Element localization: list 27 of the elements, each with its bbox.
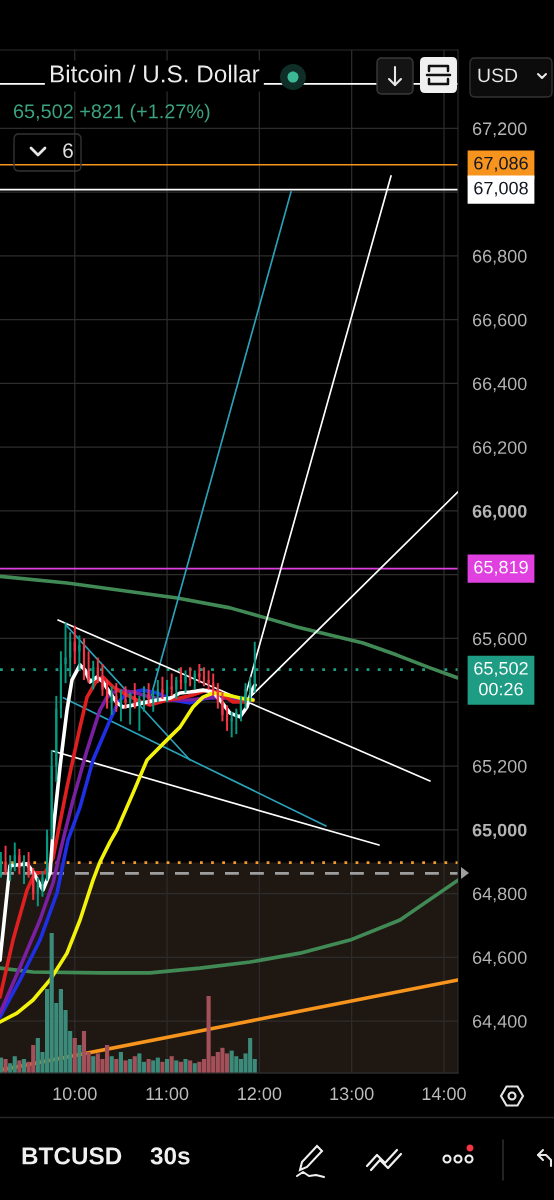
- y-tick-label: 64,400: [472, 1014, 527, 1030]
- y-tick-label: 64,800: [472, 887, 527, 903]
- ref-line-label: 65,819: [474, 560, 528, 576]
- y-tick-label: 67,200: [472, 122, 527, 138]
- y-tick-label: 66,600: [472, 313, 527, 329]
- ref-line-label: 67,008: [474, 181, 528, 197]
- annotation: 6: [63, 143, 73, 159]
- y-tick-label: 65,600: [472, 632, 527, 648]
- x-tick-label: 11:00: [146, 1087, 189, 1101]
- y-tick-label: 64,600: [472, 951, 527, 967]
- y-tick-label: 66,400: [472, 377, 527, 393]
- y-tick-label: 65,000: [472, 823, 527, 840]
- text: USD: [478, 68, 518, 83]
- chart-title: Bitcoin / U.S. Dollar: [50, 64, 260, 83]
- y-tick-label: 66,800: [472, 249, 527, 265]
- text: 30s: [150, 1147, 190, 1165]
- y-tick-label: 66,000: [472, 504, 527, 521]
- ref-line-label: 67,086: [474, 156, 528, 172]
- text: 65,502 +821 (+1.27%): [14, 103, 210, 123]
- x-tick-label: 10:00: [53, 1087, 97, 1101]
- x-tick-label: 14:00: [422, 1087, 466, 1101]
- ref-line-label: 65,502 00:26: [474, 661, 528, 696]
- x-tick-label: 13:00: [330, 1087, 374, 1101]
- y-tick-label: 66,200: [472, 441, 527, 457]
- x-tick-label: 12:00: [238, 1087, 282, 1101]
- y-tick-label: 65,200: [472, 759, 527, 775]
- text: BTCUSD: [22, 1147, 122, 1165]
